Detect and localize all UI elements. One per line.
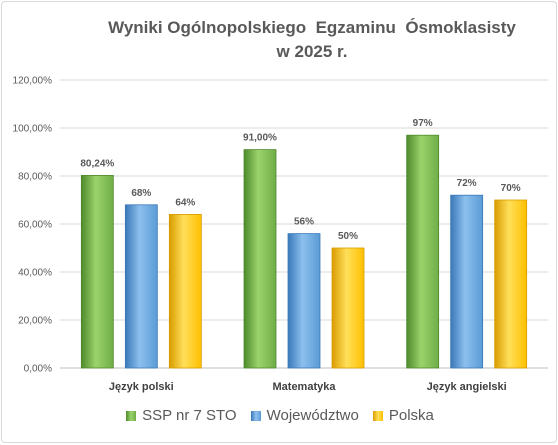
y-tick-label: 40,00% — [18, 268, 52, 279]
legend-item: SSP nr 7 STO — [126, 407, 237, 424]
y-tick-label: 100,00% — [13, 124, 53, 135]
y-tick-label: 80,00% — [18, 172, 52, 183]
chart-legend: SSP nr 7 STO Województwo Polska — [2, 407, 558, 424]
bar — [494, 199, 528, 369]
bar — [287, 233, 321, 369]
chart-title: Wyniki Ogólnopolskiego Egzaminu Ósmoklas… — [62, 16, 558, 64]
bar — [168, 213, 202, 369]
y-tick-label: 20,00% — [18, 316, 52, 327]
x-category-label: Język polski — [109, 381, 174, 393]
legend-label: SSP nr 7 STO — [142, 407, 237, 424]
legend-label: Województwo — [266, 407, 359, 424]
data-label: 70% — [501, 183, 521, 194]
legend-swatch — [372, 410, 383, 421]
data-label: 91,00% — [243, 133, 277, 144]
legend-item: Województwo — [250, 407, 359, 424]
bar — [331, 247, 365, 369]
data-label: 64% — [175, 197, 195, 208]
bar — [243, 149, 277, 369]
y-tick-label: 0,00% — [24, 364, 52, 375]
chart-title-line-1: Wyniki Ogólnopolskiego Egzaminu Ósmoklas… — [108, 18, 516, 37]
data-label: 56% — [294, 217, 314, 228]
data-label: 80,24% — [80, 158, 114, 169]
x-category-label: Język angielski — [427, 381, 507, 393]
bar — [450, 194, 484, 369]
data-label: 68% — [131, 188, 151, 199]
y-tick-label: 120,00% — [13, 76, 53, 87]
legend-swatch — [250, 410, 261, 421]
data-label: 97% — [413, 118, 433, 129]
legend-item: Polska — [372, 407, 434, 424]
y-tick-label: 60,00% — [18, 220, 52, 231]
x-category-label: Matematyka — [273, 381, 337, 393]
legend-label: Polska — [388, 407, 434, 424]
chart-title-line-2: w 2025 r. — [276, 42, 348, 61]
data-label: 50% — [338, 231, 358, 242]
data-label: 72% — [457, 178, 477, 189]
bar — [124, 204, 158, 369]
bar — [406, 134, 440, 369]
legend-swatch — [126, 410, 137, 421]
bar — [80, 175, 114, 369]
